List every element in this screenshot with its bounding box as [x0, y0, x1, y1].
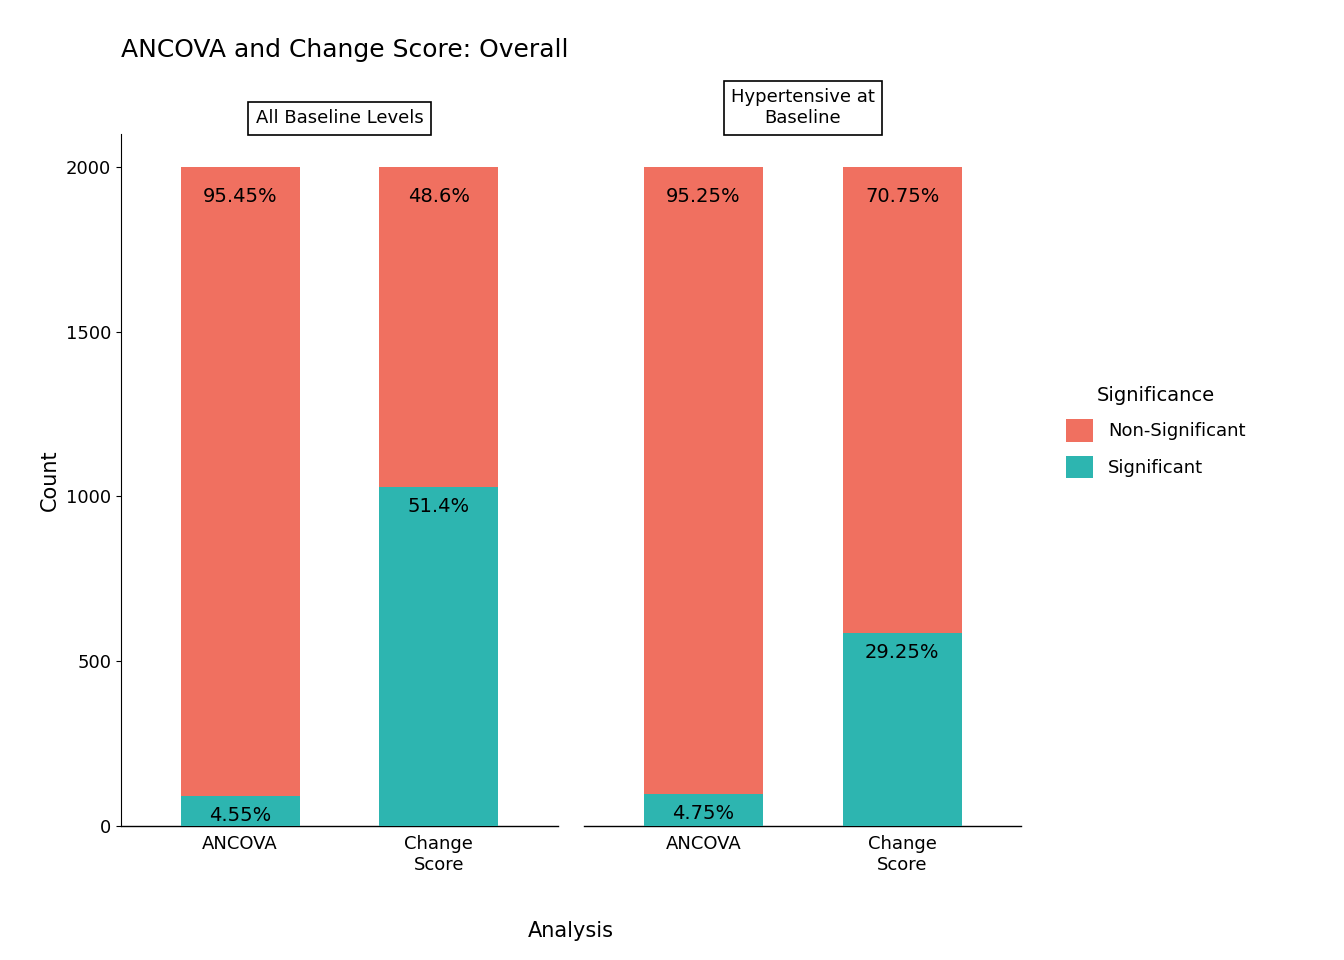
Text: ANCOVA and Change Score: Overall: ANCOVA and Change Score: Overall — [121, 38, 569, 62]
Text: Analysis: Analysis — [528, 922, 614, 941]
Text: 95.25%: 95.25% — [667, 187, 741, 206]
Legend: Non-Significant, Significant: Non-Significant, Significant — [1058, 377, 1254, 487]
Bar — [180, 796, 300, 826]
Bar — [843, 633, 962, 826]
Bar — [843, 167, 962, 633]
Bar — [379, 488, 499, 826]
Y-axis label: Count: Count — [40, 449, 60, 511]
Bar — [180, 167, 300, 796]
Bar — [379, 167, 499, 488]
Text: 4.55%: 4.55% — [210, 805, 271, 825]
Title: Hypertensive at
Baseline: Hypertensive at Baseline — [731, 88, 875, 128]
Text: 29.25%: 29.25% — [866, 643, 939, 662]
Text: 70.75%: 70.75% — [866, 187, 939, 206]
Text: 4.75%: 4.75% — [672, 804, 735, 824]
Text: 95.45%: 95.45% — [203, 187, 277, 206]
Bar — [644, 794, 763, 826]
Text: 48.6%: 48.6% — [407, 187, 470, 206]
Title: All Baseline Levels: All Baseline Levels — [255, 109, 423, 128]
Text: 51.4%: 51.4% — [407, 497, 470, 516]
Bar — [644, 167, 763, 794]
